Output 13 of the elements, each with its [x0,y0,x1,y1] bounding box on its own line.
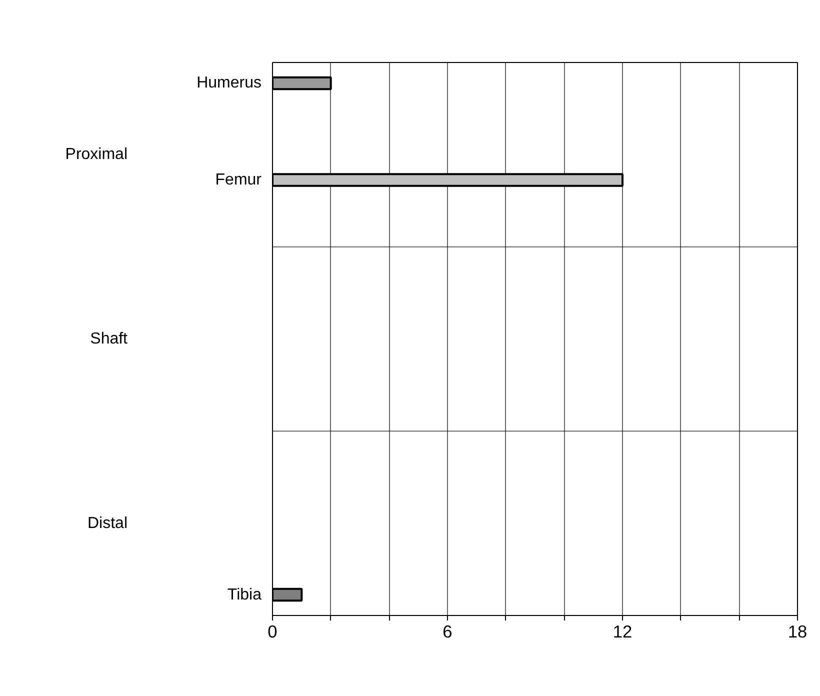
bar [272,173,624,187]
x-tick-label: 0 [268,622,278,642]
bar [272,588,303,602]
text: Shaft [90,330,128,348]
y-tick-label: Humerus [196,74,262,92]
x-tick-label: 12 [612,622,632,642]
x-tick-label: 6 [442,622,452,642]
text: Distal [87,514,128,532]
x-tick-label: 18 [788,622,808,642]
y-tick-label: Tibia [227,586,262,604]
bar [272,76,332,90]
text: Proximal [65,146,128,164]
y-tick-label: Femur [215,172,262,189]
